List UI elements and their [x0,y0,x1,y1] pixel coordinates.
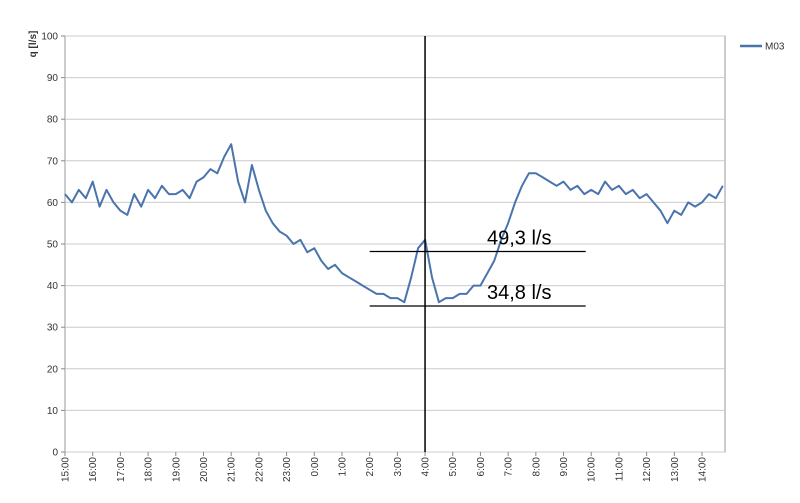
x-tick-label: 10:00 [587,457,598,482]
x-tick-label: 20:00 [199,457,210,482]
y-tick-label: 30 [47,323,59,334]
x-tick-label: 6:00 [476,457,487,477]
x-tick-label: 23:00 [282,457,293,482]
x-tick-label: 17:00 [116,457,127,482]
x-tick-label: 12:00 [642,457,653,482]
y-tick-label: 0 [52,448,58,459]
y-tick-label: 90 [47,73,59,84]
x-tick-label: 2:00 [365,457,376,477]
annotation-label: 49,3 l/s [487,227,551,249]
y-tick-label: 100 [41,32,58,43]
y-tick-label: 60 [47,198,59,209]
y-tick-label: 20 [47,364,59,375]
x-tick-label: 7:00 [504,457,515,477]
x-tick-label: 8:00 [531,457,542,477]
x-tick-label: 22:00 [254,457,265,482]
y-tick-label: 40 [47,281,59,292]
y-axis-label: q [l/s] [28,31,39,58]
x-tick-label: 18:00 [144,457,155,482]
y-tick-label: 70 [47,156,59,167]
y-tick-label: 80 [47,115,59,126]
x-tick-label: 3:00 [393,457,404,477]
x-tick-label: 11:00 [614,457,625,482]
x-tick-label: 1:00 [337,457,348,477]
legend-label: M03 [765,42,785,53]
annotation-label: 34,8 l/s [487,282,551,304]
y-tick-label: 50 [47,240,59,251]
y-tick-label: 10 [47,406,59,417]
x-tick-label: 0:00 [310,457,321,477]
x-tick-label: 19:00 [171,457,182,482]
x-tick-label: 14:00 [698,457,709,482]
x-tick-label: 13:00 [670,457,681,482]
x-tick-label: 21:00 [227,457,238,482]
x-tick-label: 9:00 [559,457,570,477]
data-line [64,143,724,304]
x-tick-label: 16:00 [88,457,99,482]
x-tick-label: 4:00 [421,457,432,477]
x-tick-label: 5:00 [448,457,459,477]
x-tick-label: 15:00 [61,457,72,482]
